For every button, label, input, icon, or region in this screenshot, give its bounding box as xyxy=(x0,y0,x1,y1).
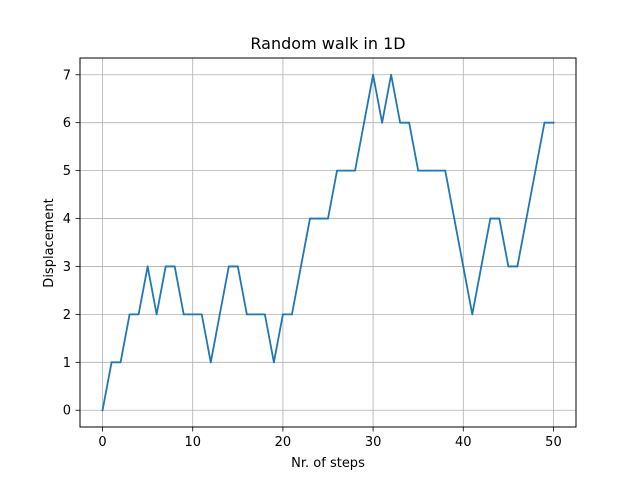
data-point xyxy=(525,217,528,220)
data-point xyxy=(272,361,275,364)
y-tick-label: 0 xyxy=(63,404,71,419)
y-tick-label: 3 xyxy=(63,260,71,275)
x-tick-label: 50 xyxy=(545,435,562,450)
grid xyxy=(80,58,576,427)
x-axis-title: Nr. of steps xyxy=(291,456,365,471)
data-point xyxy=(300,265,302,268)
data-point xyxy=(218,313,221,316)
data-point xyxy=(543,121,546,124)
data-point xyxy=(453,217,456,220)
y-tick-label: 4 xyxy=(63,212,71,227)
data-point xyxy=(164,265,167,268)
data-point xyxy=(408,121,411,124)
plot-frame xyxy=(79,57,577,428)
data-point xyxy=(480,265,483,268)
data-point xyxy=(489,217,492,220)
data-point xyxy=(498,217,501,220)
data-point xyxy=(381,121,384,124)
data-point xyxy=(390,73,393,76)
data-point xyxy=(227,265,230,268)
y-tick-label: 1 xyxy=(63,356,71,371)
data-point xyxy=(534,169,537,172)
y-axis-title: Displacement xyxy=(42,198,57,287)
data-point xyxy=(146,265,149,268)
data-point xyxy=(363,121,365,124)
data-point xyxy=(354,169,356,172)
data-point xyxy=(318,217,320,220)
data-point xyxy=(462,265,465,268)
x-tick-label: 40 xyxy=(455,435,472,450)
data-point xyxy=(471,313,474,316)
data-point xyxy=(282,313,284,316)
data-point xyxy=(254,313,257,316)
data-point xyxy=(345,169,347,172)
x-tick-label: 10 xyxy=(184,435,201,450)
data-point xyxy=(435,169,438,172)
data-point xyxy=(110,361,113,364)
data-point xyxy=(155,313,158,316)
data-point xyxy=(236,265,239,268)
data-point xyxy=(417,169,420,172)
data-point xyxy=(426,169,429,172)
data-point xyxy=(507,265,510,268)
data-point xyxy=(119,361,122,364)
data-point xyxy=(209,361,212,364)
chart-title: Random walk in 1D xyxy=(250,34,405,53)
ticks: 0 10 20 30 40 50 0 1 2 3 4 5 6 7 xyxy=(63,68,562,450)
y-tick-label: 5 xyxy=(63,164,71,179)
x-tick-label: 0 xyxy=(98,435,106,450)
data-point xyxy=(101,409,104,412)
data-point xyxy=(182,313,185,316)
data-point xyxy=(173,265,176,268)
y-tick-label: 7 xyxy=(63,68,71,83)
data-point xyxy=(291,313,293,316)
data-point xyxy=(200,313,203,316)
data-point xyxy=(263,313,266,316)
data-point xyxy=(372,73,374,76)
data-point xyxy=(309,217,311,220)
data-point xyxy=(245,313,248,316)
x-tick-label: 30 xyxy=(365,435,382,450)
data-point xyxy=(444,169,447,172)
data-point xyxy=(191,313,194,316)
y-tick-label: 6 xyxy=(63,116,71,131)
data-point xyxy=(128,313,131,316)
data-point xyxy=(552,121,555,124)
data-point xyxy=(516,265,519,268)
data-point xyxy=(336,169,338,172)
y-tick-label: 2 xyxy=(63,308,71,323)
series-layer xyxy=(101,73,555,412)
x-tick-label: 20 xyxy=(275,435,292,450)
data-point xyxy=(137,313,140,316)
data-point xyxy=(327,217,329,220)
data-point xyxy=(399,121,402,124)
